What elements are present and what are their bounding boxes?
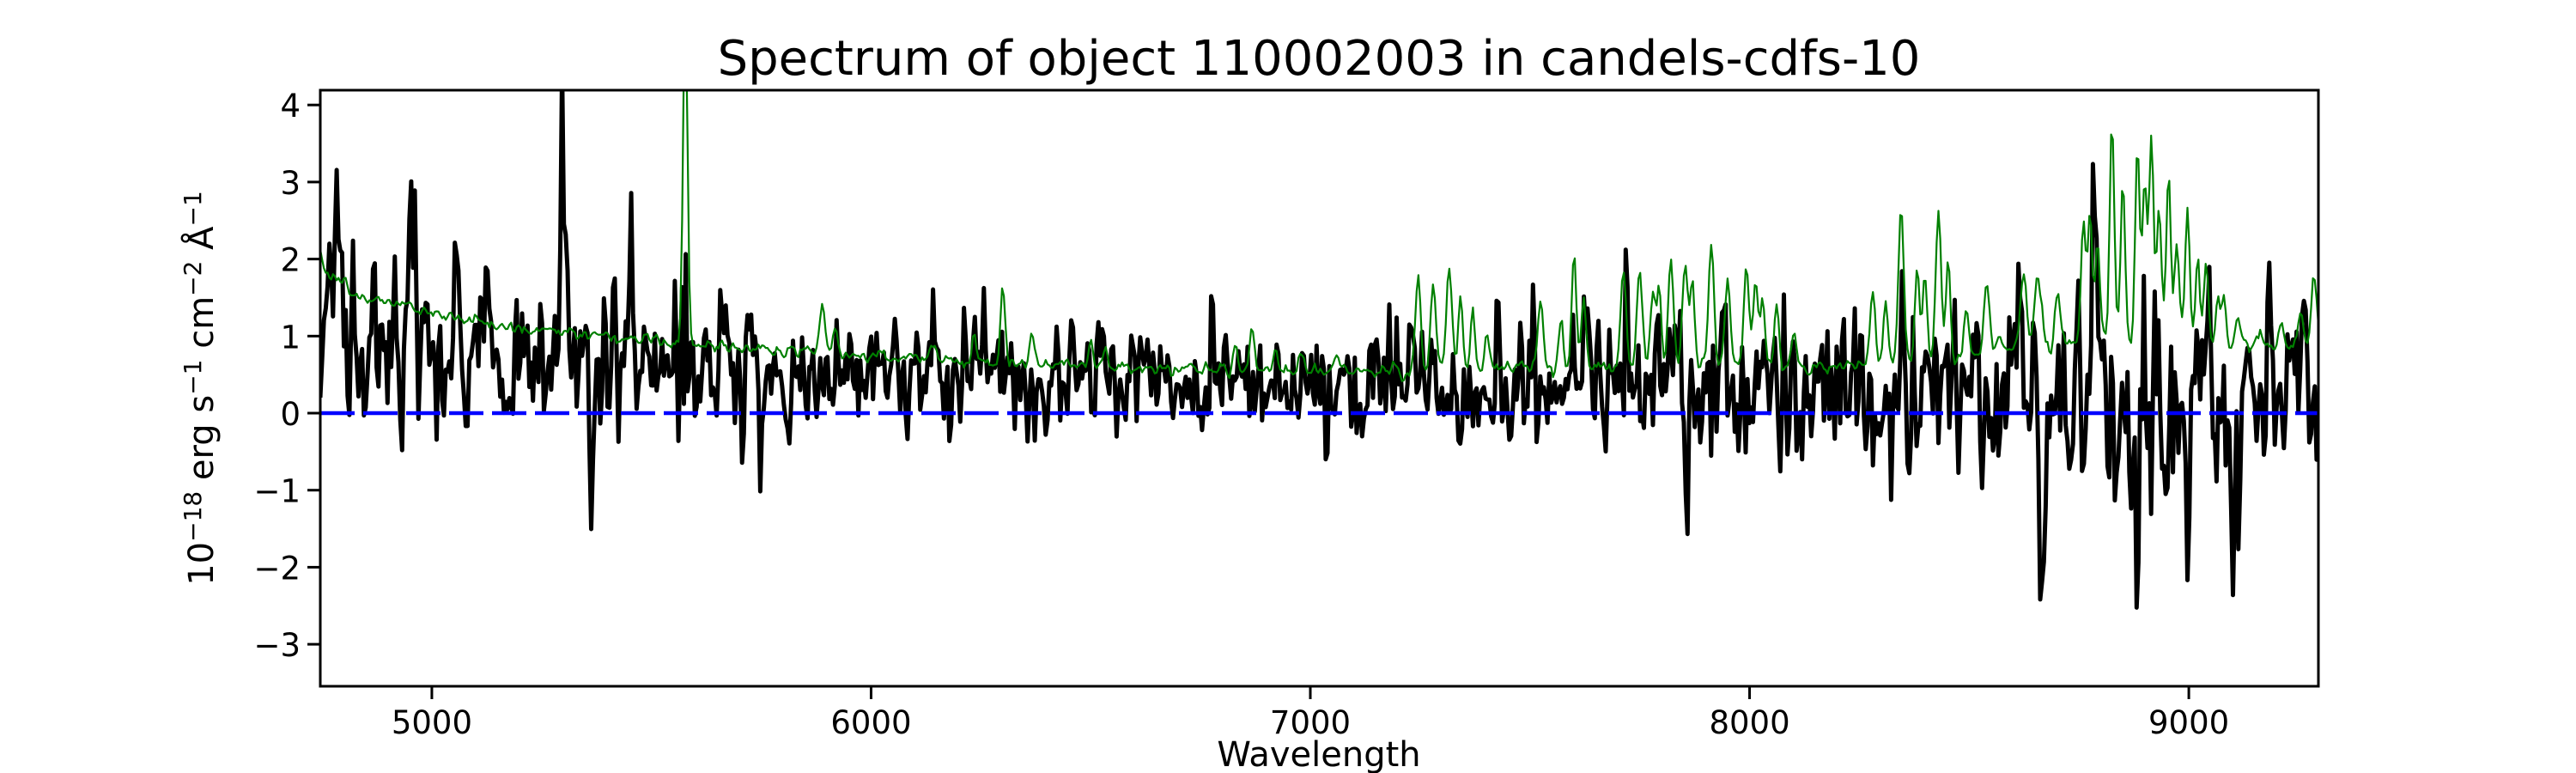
y-tick-label: −1 xyxy=(253,473,301,510)
y-tick-label: 0 xyxy=(280,396,301,433)
y-tick-label: 1 xyxy=(280,319,301,356)
x-axis-label: Wavelength xyxy=(1217,735,1420,773)
y-tick-label: −3 xyxy=(253,627,301,664)
x-tick-label: 9000 xyxy=(2148,704,2229,741)
y-tick-label: −2 xyxy=(253,550,301,587)
y-axis-label: 10−18 erg s−1 cm−2 Å−1 xyxy=(179,191,222,586)
y-tick-label: 2 xyxy=(280,242,301,279)
error-spectrum-line xyxy=(320,90,2318,382)
y-tick-label: 3 xyxy=(280,165,301,202)
x-tick-label: 7000 xyxy=(1270,704,1351,741)
chart-title: Spectrum of object 110002003 in candels-… xyxy=(718,31,1921,87)
flux-spectrum-line xyxy=(320,90,2318,610)
axes-spines xyxy=(319,88,2320,688)
x-tick-label: 6000 xyxy=(830,704,911,741)
x-tick-label: 8000 xyxy=(1709,704,1789,741)
y-tick-label: 4 xyxy=(280,88,301,125)
x-tick-label: 5000 xyxy=(392,704,472,741)
